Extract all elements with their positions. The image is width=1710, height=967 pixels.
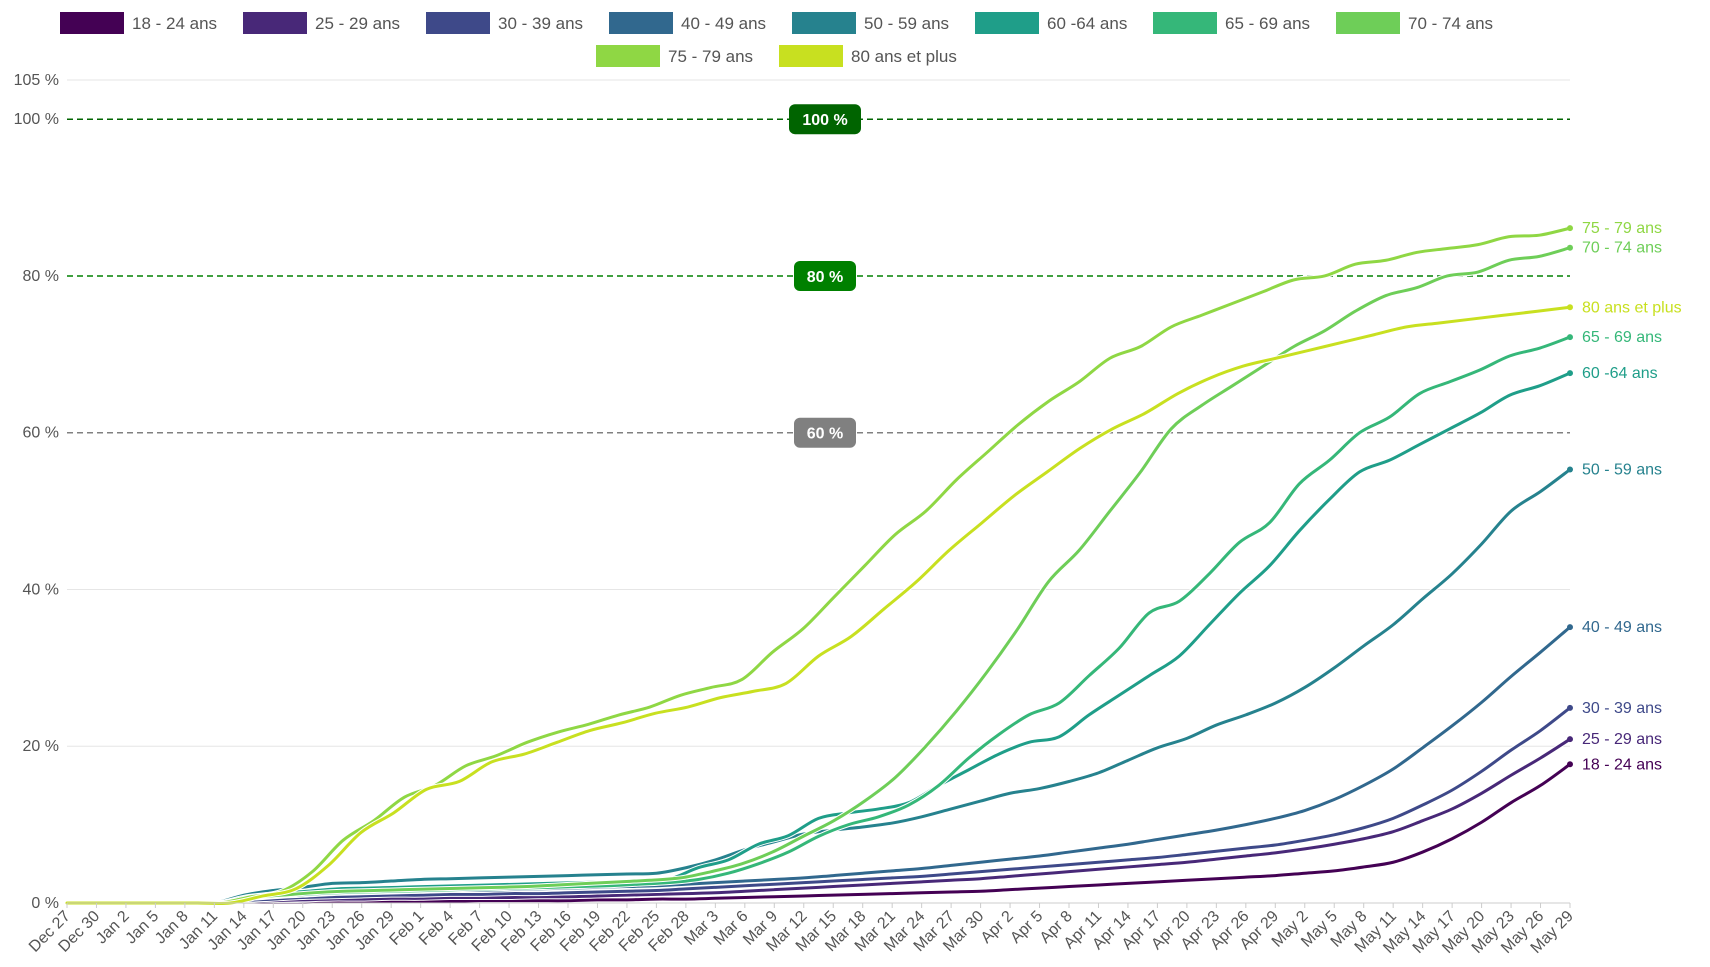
series-end-point	[1567, 761, 1573, 768]
reference-badge-label: 80 %	[807, 269, 843, 286]
y-tick-label: 100 %	[14, 111, 59, 128]
series-line[interactable]	[65, 226, 1572, 905]
series-line[interactable]	[65, 305, 1572, 906]
series-end-point	[1567, 736, 1573, 743]
series-end-label: 75 - 79 ans	[1582, 220, 1662, 237]
series-line-halo	[64, 705, 1573, 906]
series-line-halo	[64, 225, 1573, 906]
series-end-point	[1567, 370, 1573, 377]
legend-label: 18 - 24 ans	[132, 14, 217, 33]
x-tick-label: Apr 5	[1007, 908, 1046, 947]
legend-swatch	[596, 45, 660, 67]
series-group[interactable]	[64, 304, 1573, 907]
y-tick-label: 20 %	[23, 738, 59, 755]
legend-swatch	[60, 12, 124, 34]
legend-swatch	[609, 12, 673, 34]
reference-badge-label: 100 %	[802, 112, 847, 129]
series-group[interactable]	[64, 225, 1573, 906]
reference-badge-box	[789, 104, 861, 135]
reference-badges: 100 % 80 % 60 %	[789, 104, 861, 448]
legend-label: 75 - 79 ans	[668, 47, 753, 66]
grid	[67, 79, 1570, 904]
reference-badge-box	[794, 260, 856, 291]
series-end-point	[1567, 704, 1573, 711]
legend-swatch	[792, 12, 856, 34]
series-end-point	[1567, 225, 1573, 232]
series-line-halo	[64, 370, 1573, 906]
legend-label: 25 - 29 ans	[315, 14, 400, 33]
legend-item[interactable]: 80 ans et plus	[779, 45, 957, 67]
series-group[interactable]	[64, 370, 1573, 906]
legend-label: 80 ans et plus	[851, 47, 957, 66]
legend-item[interactable]: 75 - 79 ans	[596, 45, 753, 67]
series-end-label: 80 ans et plus	[1582, 299, 1682, 316]
series-end-label: 30 - 39 ans	[1582, 700, 1662, 717]
reference-badge-label: 60 %	[807, 426, 843, 443]
reference-badge-box	[794, 417, 856, 448]
reference-badge: 80 %	[794, 260, 856, 291]
legend-item[interactable]: 25 - 29 ans	[243, 12, 400, 34]
series-group[interactable]	[64, 624, 1573, 906]
series-line[interactable]	[65, 468, 1572, 906]
legend-label: 40 - 49 ans	[681, 14, 766, 33]
legend-swatch	[1153, 12, 1217, 34]
series-end-point	[1567, 304, 1573, 311]
legend-label: 30 - 39 ans	[498, 14, 583, 33]
series-group[interactable]	[64, 704, 1573, 906]
x-tick-label: Apr 2	[978, 908, 1017, 947]
y-tick-label: 60 %	[23, 425, 59, 442]
legend-label: 70 - 74 ans	[1408, 14, 1493, 33]
legend-label: 50 - 59 ans	[864, 14, 949, 33]
reference-badge: 100 %	[789, 104, 861, 135]
series-line[interactable]	[65, 246, 1572, 905]
legend-item[interactable]: 60 -64 ans	[975, 12, 1127, 34]
y-tick-label: 0 %	[31, 895, 59, 912]
series-end-point	[1567, 334, 1573, 341]
series-line[interactable]	[65, 706, 1572, 905]
series-line-halo	[64, 304, 1573, 907]
legend-swatch	[779, 45, 843, 67]
legend-item[interactable]: 30 - 39 ans	[426, 12, 583, 34]
legend-item[interactable]: 65 - 69 ans	[1153, 12, 1310, 34]
y-tick-label: 105 %	[14, 72, 59, 89]
legend-item[interactable]: 70 - 74 ans	[1336, 12, 1493, 34]
series-end-label: 70 - 74 ans	[1582, 240, 1662, 257]
series-end-point	[1567, 466, 1573, 473]
series-end-label: 60 -64 ans	[1582, 365, 1658, 382]
x-tick-label: Jan 2	[93, 908, 133, 948]
legend-item[interactable]: 18 - 24 ans	[60, 12, 217, 34]
legend: 18 - 24 ans 25 - 29 ans 30 - 39 ans 40 - 49…	[60, 12, 1493, 67]
series-line-halo	[64, 245, 1573, 906]
series-end-label: 40 - 49 ans	[1582, 619, 1662, 636]
legend-item[interactable]: 40 - 49 ans	[609, 12, 766, 34]
series-end-label: 65 - 69 ans	[1582, 329, 1662, 346]
series-line[interactable]	[65, 371, 1572, 905]
legend-swatch	[975, 12, 1039, 34]
legend-item[interactable]: 50 - 59 ans	[792, 12, 949, 34]
series-end-label: 25 - 29 ans	[1582, 731, 1662, 748]
series-line-halo	[64, 624, 1573, 906]
series-line[interactable]	[65, 625, 1572, 905]
series-group[interactable]	[64, 466, 1573, 907]
y-tick-label: 80 %	[23, 268, 59, 285]
x-tick-label: Jan 5	[123, 908, 163, 948]
series-group[interactable]	[64, 244, 1573, 906]
legend-label: 60 -64 ans	[1047, 14, 1127, 33]
series	[64, 225, 1573, 907]
series-end-point	[1567, 624, 1573, 631]
legend-swatch	[426, 12, 490, 34]
legend-swatch	[1336, 12, 1400, 34]
reference-badge: 60 %	[794, 417, 856, 448]
series-end-labels: 75 - 79 ans 70 - 74 ans 80 ans et plus 65 -…	[1582, 220, 1682, 773]
y-tick-label: 40 %	[23, 581, 59, 598]
series-end-point	[1567, 244, 1573, 251]
series-end-label: 18 - 24 ans	[1582, 756, 1662, 773]
legend-swatch	[243, 12, 307, 34]
series-end-label: 50 - 59 ans	[1582, 462, 1662, 479]
legend-label: 65 - 69 ans	[1225, 14, 1310, 33]
